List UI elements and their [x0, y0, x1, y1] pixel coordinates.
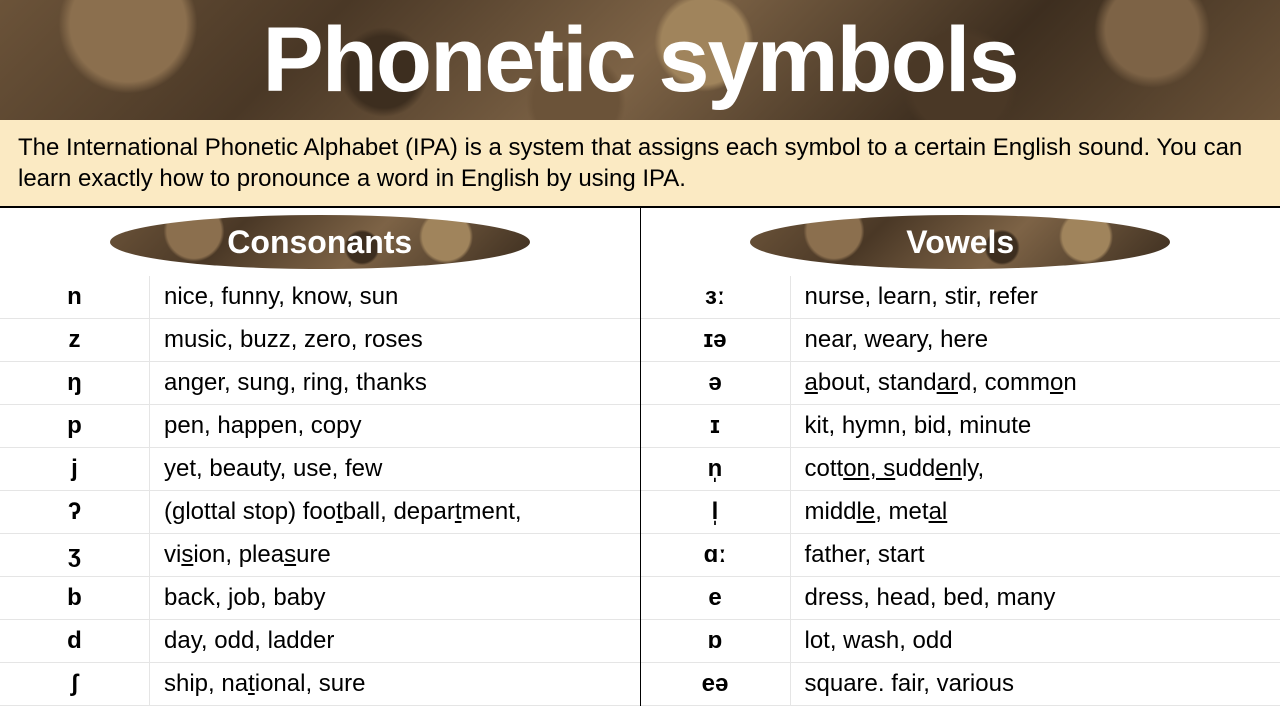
examples-cell: cotton, suddenly,: [791, 455, 1280, 483]
examples-cell: nurse, learn, stir, refer: [791, 283, 1280, 311]
symbol-cell: e: [641, 577, 791, 619]
consonants-rows: nnice, funny, know, sunzmusic, buzz, zer…: [0, 276, 640, 706]
symbol-cell: b: [0, 577, 150, 619]
examples-cell: father, start: [791, 541, 1280, 569]
table-row: bback, job, baby: [0, 577, 640, 620]
columns-container: Consonants nnice, funny, know, sunzmusic…: [0, 207, 1280, 706]
examples-cell: ship, national, sure: [150, 670, 640, 698]
examples-cell: near, weary, here: [791, 326, 1280, 354]
symbol-cell: n: [0, 276, 150, 318]
examples-cell: back, job, baby: [150, 584, 640, 612]
examples-cell: pen, happen, copy: [150, 412, 640, 440]
examples-cell: vision, pleasure: [150, 541, 640, 569]
intro-text: The International Phonetic Alphabet (IPA…: [0, 120, 1280, 207]
examples-cell: nice, funny, know, sun: [150, 283, 640, 311]
symbol-cell: p: [0, 405, 150, 447]
symbol-cell: z: [0, 319, 150, 361]
examples-cell: music, buzz, zero, roses: [150, 326, 640, 354]
examples-cell: about, standard, common: [791, 369, 1280, 397]
vowels-header: Vowels: [641, 208, 1280, 276]
symbol-cell: ʒ: [0, 534, 150, 576]
table-row: dday, odd, ladder: [0, 620, 640, 663]
symbol-cell: l̩: [641, 491, 791, 533]
title-banner: Phonetic symbols: [0, 0, 1280, 120]
symbol-cell: ɒ: [641, 620, 791, 662]
table-row: ɜːnurse, learn, stir, refer: [641, 276, 1280, 319]
symbol-cell: ʔ: [0, 491, 150, 533]
table-row: edress, head, bed, many: [641, 577, 1280, 620]
examples-cell: middle, metal: [791, 498, 1280, 526]
table-row: l̩middle, metal: [641, 491, 1280, 534]
consonants-column: Consonants nnice, funny, know, sunzmusic…: [0, 208, 641, 706]
examples-cell: kit, hymn, bid, minute: [791, 412, 1280, 440]
page-title: Phonetic symbols: [262, 8, 1017, 113]
examples-cell: anger, sung, ring, thanks: [150, 369, 640, 397]
table-row: ɪkit, hymn, bid, minute: [641, 405, 1280, 448]
symbol-cell: ɑː: [641, 534, 791, 576]
table-row: ppen, happen, copy: [0, 405, 640, 448]
consonants-header: Consonants: [0, 208, 640, 276]
table-row: n̩cotton, suddenly,: [641, 448, 1280, 491]
table-row: ʃship, national, sure: [0, 663, 640, 706]
examples-cell: dress, head, bed, many: [791, 584, 1280, 612]
examples-cell: (glottal stop) football, department,: [150, 498, 640, 526]
examples-cell: day, odd, ladder: [150, 627, 640, 655]
examples-cell: square. fair, various: [791, 670, 1280, 698]
vowels-rows: ɜːnurse, learn, stir, referɪənear, weary…: [641, 276, 1280, 706]
symbol-cell: d: [0, 620, 150, 662]
symbol-cell: ɪ: [641, 405, 791, 447]
consonants-heading-label: Consonants: [227, 224, 412, 261]
table-row: əabout, standard, common: [641, 362, 1280, 405]
symbol-cell: ɜː: [641, 276, 791, 318]
table-row: ɑːfather, start: [641, 534, 1280, 577]
table-row: ɪənear, weary, here: [641, 319, 1280, 362]
table-row: ɒlot, wash, odd: [641, 620, 1280, 663]
vowels-heading-label: Vowels: [906, 224, 1014, 261]
symbol-cell: ɪə: [641, 319, 791, 361]
symbol-cell: ə: [641, 362, 791, 404]
consonants-ellipse: Consonants: [110, 215, 530, 269]
table-row: zmusic, buzz, zero, roses: [0, 319, 640, 362]
symbol-cell: eə: [641, 663, 791, 705]
table-row: ʒvision, pleasure: [0, 534, 640, 577]
table-row: nnice, funny, know, sun: [0, 276, 640, 319]
table-row: eəsquare. fair, various: [641, 663, 1280, 706]
symbol-cell: ʃ: [0, 663, 150, 705]
vowels-ellipse: Vowels: [750, 215, 1170, 269]
symbol-cell: j: [0, 448, 150, 490]
examples-cell: lot, wash, odd: [791, 627, 1280, 655]
symbol-cell: ŋ: [0, 362, 150, 404]
examples-cell: yet, beauty, use, few: [150, 455, 640, 483]
table-row: jyet, beauty, use, few: [0, 448, 640, 491]
table-row: ʔ(glottal stop) football, department,: [0, 491, 640, 534]
vowels-column: Vowels ɜːnurse, learn, stir, referɪənear…: [641, 208, 1280, 706]
table-row: ŋanger, sung, ring, thanks: [0, 362, 640, 405]
symbol-cell: n̩: [641, 448, 791, 490]
